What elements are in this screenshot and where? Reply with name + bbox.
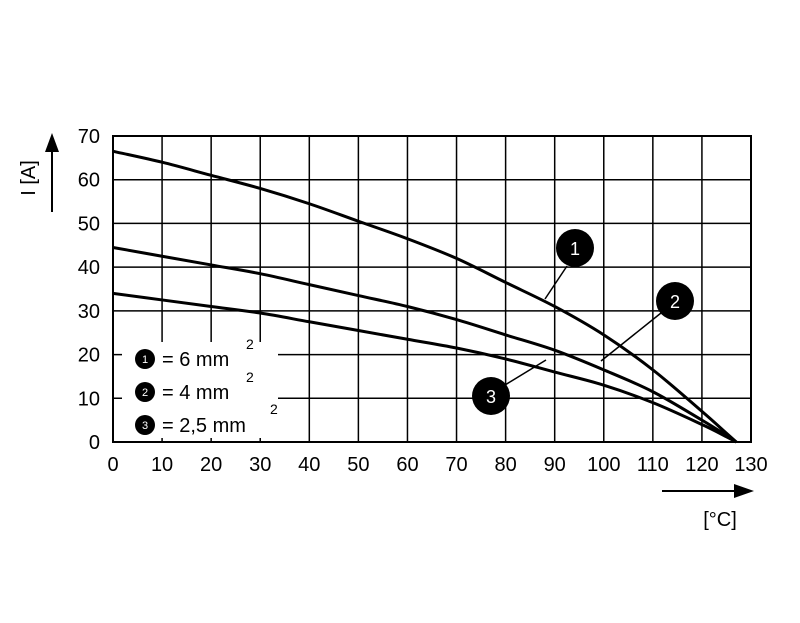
leader-line-1 — [544, 265, 568, 300]
plot-frame — [112, 135, 752, 443]
y-axis-arrow-head-icon — [45, 133, 59, 152]
y-tick-label: 50 — [78, 213, 100, 235]
y-tick-label: 20 — [78, 345, 100, 367]
x-tick-label: 30 — [249, 454, 271, 476]
svg-text:= 6 mm: = 6 mm — [162, 349, 229, 371]
x-tick-label: 50 — [347, 454, 369, 476]
x-tick-label: 90 — [544, 454, 566, 476]
curve-marker-3: 3 — [472, 377, 510, 415]
legend-entry-3: 3 = 2,5 mm 2 — [135, 401, 278, 437]
curve-marker-2: 2 — [656, 282, 694, 320]
svg-text:1: 1 — [570, 239, 580, 259]
svg-text:2: 2 — [270, 401, 278, 417]
x-tick-label: 80 — [494, 454, 516, 476]
y-tick-label: 0 — [89, 432, 100, 454]
curves — [112, 149, 738, 444]
svg-text:2: 2 — [246, 369, 254, 385]
y-tick-label: 40 — [78, 257, 100, 279]
y-tick-label: 70 — [78, 126, 100, 148]
y-tick-labels: 0 10 20 30 40 50 60 70 — [78, 126, 100, 454]
x-tick-label: 0 — [107, 454, 118, 476]
svg-text:2: 2 — [670, 292, 680, 312]
y-axis-label: I [A] — [18, 160, 40, 196]
x-tick-label: 40 — [298, 454, 320, 476]
legend: 1 = 6 mm 2 2 = 4 mm 2 3 = 2,5 mm 2 — [122, 336, 278, 438]
series-line-1 — [112, 149, 738, 444]
svg-text:3: 3 — [142, 420, 148, 432]
x-tick-label: 20 — [200, 454, 222, 476]
legend-entry-2: 2 = 4 mm 2 — [135, 369, 254, 404]
svg-text:1: 1 — [142, 354, 148, 366]
leader-line-3 — [504, 359, 547, 386]
legend-entry-1: 1 = 6 mm 2 — [135, 336, 254, 371]
svg-text:= 2,5 mm: = 2,5 mm — [162, 415, 246, 437]
series-line-2 — [112, 245, 738, 444]
curve-marker-1: 1 — [556, 229, 594, 267]
leader-line-2 — [600, 312, 662, 362]
x-tick-label: 70 — [445, 454, 467, 476]
svg-text:3: 3 — [486, 387, 496, 407]
y-tick-label: 60 — [78, 170, 100, 192]
x-tick-label: 60 — [396, 454, 418, 476]
x-axis-label: [°C] — [703, 509, 737, 531]
y-tick-label: 30 — [78, 301, 100, 323]
y-tick-label: 10 — [78, 388, 100, 410]
svg-text:= 4 mm: = 4 mm — [162, 382, 229, 404]
x-tick-labels: 0 10 20 30 40 50 60 70 80 90 100 110 120 130 — [107, 454, 767, 476]
x-tick-label: 110 — [637, 454, 669, 476]
x-tick-label: 10 — [151, 454, 173, 476]
x-axis-arrow-head-icon — [734, 484, 754, 498]
series-line-3 — [112, 291, 737, 444]
x-tick-label: 120 — [685, 454, 718, 476]
x-tick-label: 130 — [734, 454, 767, 476]
svg-text:2: 2 — [142, 387, 148, 399]
svg-text:2: 2 — [246, 336, 254, 352]
x-tick-label: 100 — [587, 454, 620, 476]
